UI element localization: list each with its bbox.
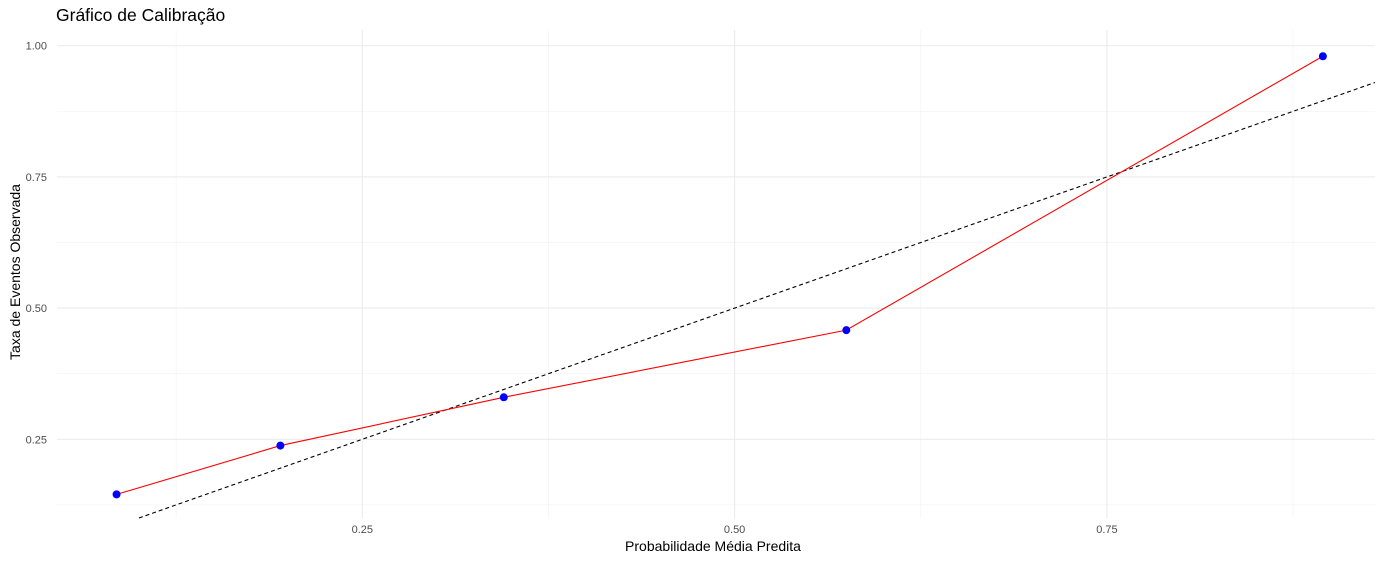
y-tick-label: 0.25	[26, 434, 47, 446]
x-tick-label: 0.75	[1096, 524, 1117, 536]
y-tick-label: 0.50	[26, 303, 47, 315]
tick-labels: 0.25 0.50 0.75 0.25 0.50 0.75 1.00	[26, 41, 1118, 536]
reference-line	[138, 81, 1376, 519]
y-axis-title: Taxa de Eventos Observada	[7, 184, 23, 360]
data-point	[499, 393, 508, 402]
y-tick-label: 0.75	[26, 172, 47, 184]
grid	[57, 30, 1375, 518]
y-tick-label: 1.00	[26, 41, 47, 53]
x-axis-title: Probabilidade Média Predita	[625, 538, 801, 554]
data-point	[276, 441, 285, 450]
data-point	[1318, 52, 1327, 61]
x-tick-label: 0.50	[724, 524, 745, 536]
chart-title: Gráfico de Calibração	[56, 5, 226, 25]
reference-line-group	[138, 81, 1376, 519]
data-point	[112, 490, 121, 499]
series-group	[112, 52, 1327, 499]
series-line	[116, 55, 1324, 495]
x-tick-label: 0.25	[352, 524, 373, 536]
data-point	[842, 326, 851, 335]
